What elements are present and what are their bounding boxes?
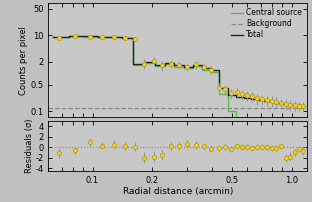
Y-axis label: Counts per pixel: Counts per pixel [19,26,27,95]
X-axis label: Radial distance (arcmin): Radial distance (arcmin) [123,187,233,196]
Legend: Central source, Background, Total: Central source, Background, Total [229,7,304,41]
Y-axis label: Residuals (σ): Residuals (σ) [25,119,34,173]
